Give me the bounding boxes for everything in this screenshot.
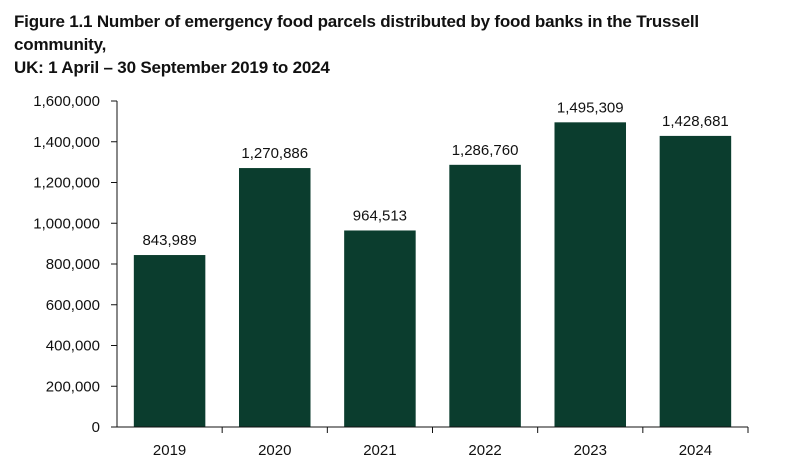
y-tick-label: 1,600,000: [33, 93, 100, 110]
bar-2020: [238, 168, 311, 427]
y-tick-label: 600,000: [46, 297, 100, 314]
bar-2019: [133, 255, 206, 427]
x-tick-label: 2021: [363, 442, 396, 459]
bar-value-label: 843,989: [142, 232, 196, 249]
chart-title-line-2: UK: 1 April – 30 September 2019 to 2024: [14, 58, 330, 77]
y-tick-label: 0: [92, 419, 100, 436]
bar-value-label: 964,513: [353, 207, 407, 224]
y-tick-label: 200,000: [46, 378, 100, 395]
x-tick-label: 2020: [258, 442, 291, 459]
y-axis: 0 200,000 400,000 600,000 800,000 1,000,000 1,…: [33, 93, 118, 436]
x-tick-label: 2019: [153, 442, 186, 459]
bar-value-label: 1,428,681: [662, 113, 729, 130]
bar-value-label: 1,270,886: [241, 145, 308, 162]
bar-2023: [554, 122, 627, 428]
y-tick-label: 400,000: [46, 338, 100, 355]
bar-2024: [659, 135, 732, 427]
y-tick-label: 1,200,000: [33, 175, 100, 192]
x-tick-label: 2023: [574, 442, 607, 459]
x-tick-label: 2024: [679, 442, 712, 459]
bar-2021: [344, 230, 416, 427]
bars: 843,989 1,270,886 964,513 1,286,760 1,495,30…: [133, 99, 732, 428]
x-tick-label: 2022: [468, 442, 501, 459]
bar-value-label: 1,495,309: [557, 99, 624, 116]
bar-value-label: 1,286,760: [452, 142, 519, 159]
bar-2022: [449, 164, 521, 428]
chart-title-line-1: Figure 1.1 Number of emergency food parc…: [14, 12, 699, 54]
x-axis: 2019 2020 2021 2022 2023 2024: [117, 426, 749, 459]
chart-title: Figure 1.1 Number of emergency food parc…: [14, 10, 784, 79]
y-tick-label: 1,000,000: [33, 215, 100, 232]
y-tick-label: 800,000: [46, 256, 100, 273]
y-tick-label: 1,400,000: [33, 134, 100, 151]
